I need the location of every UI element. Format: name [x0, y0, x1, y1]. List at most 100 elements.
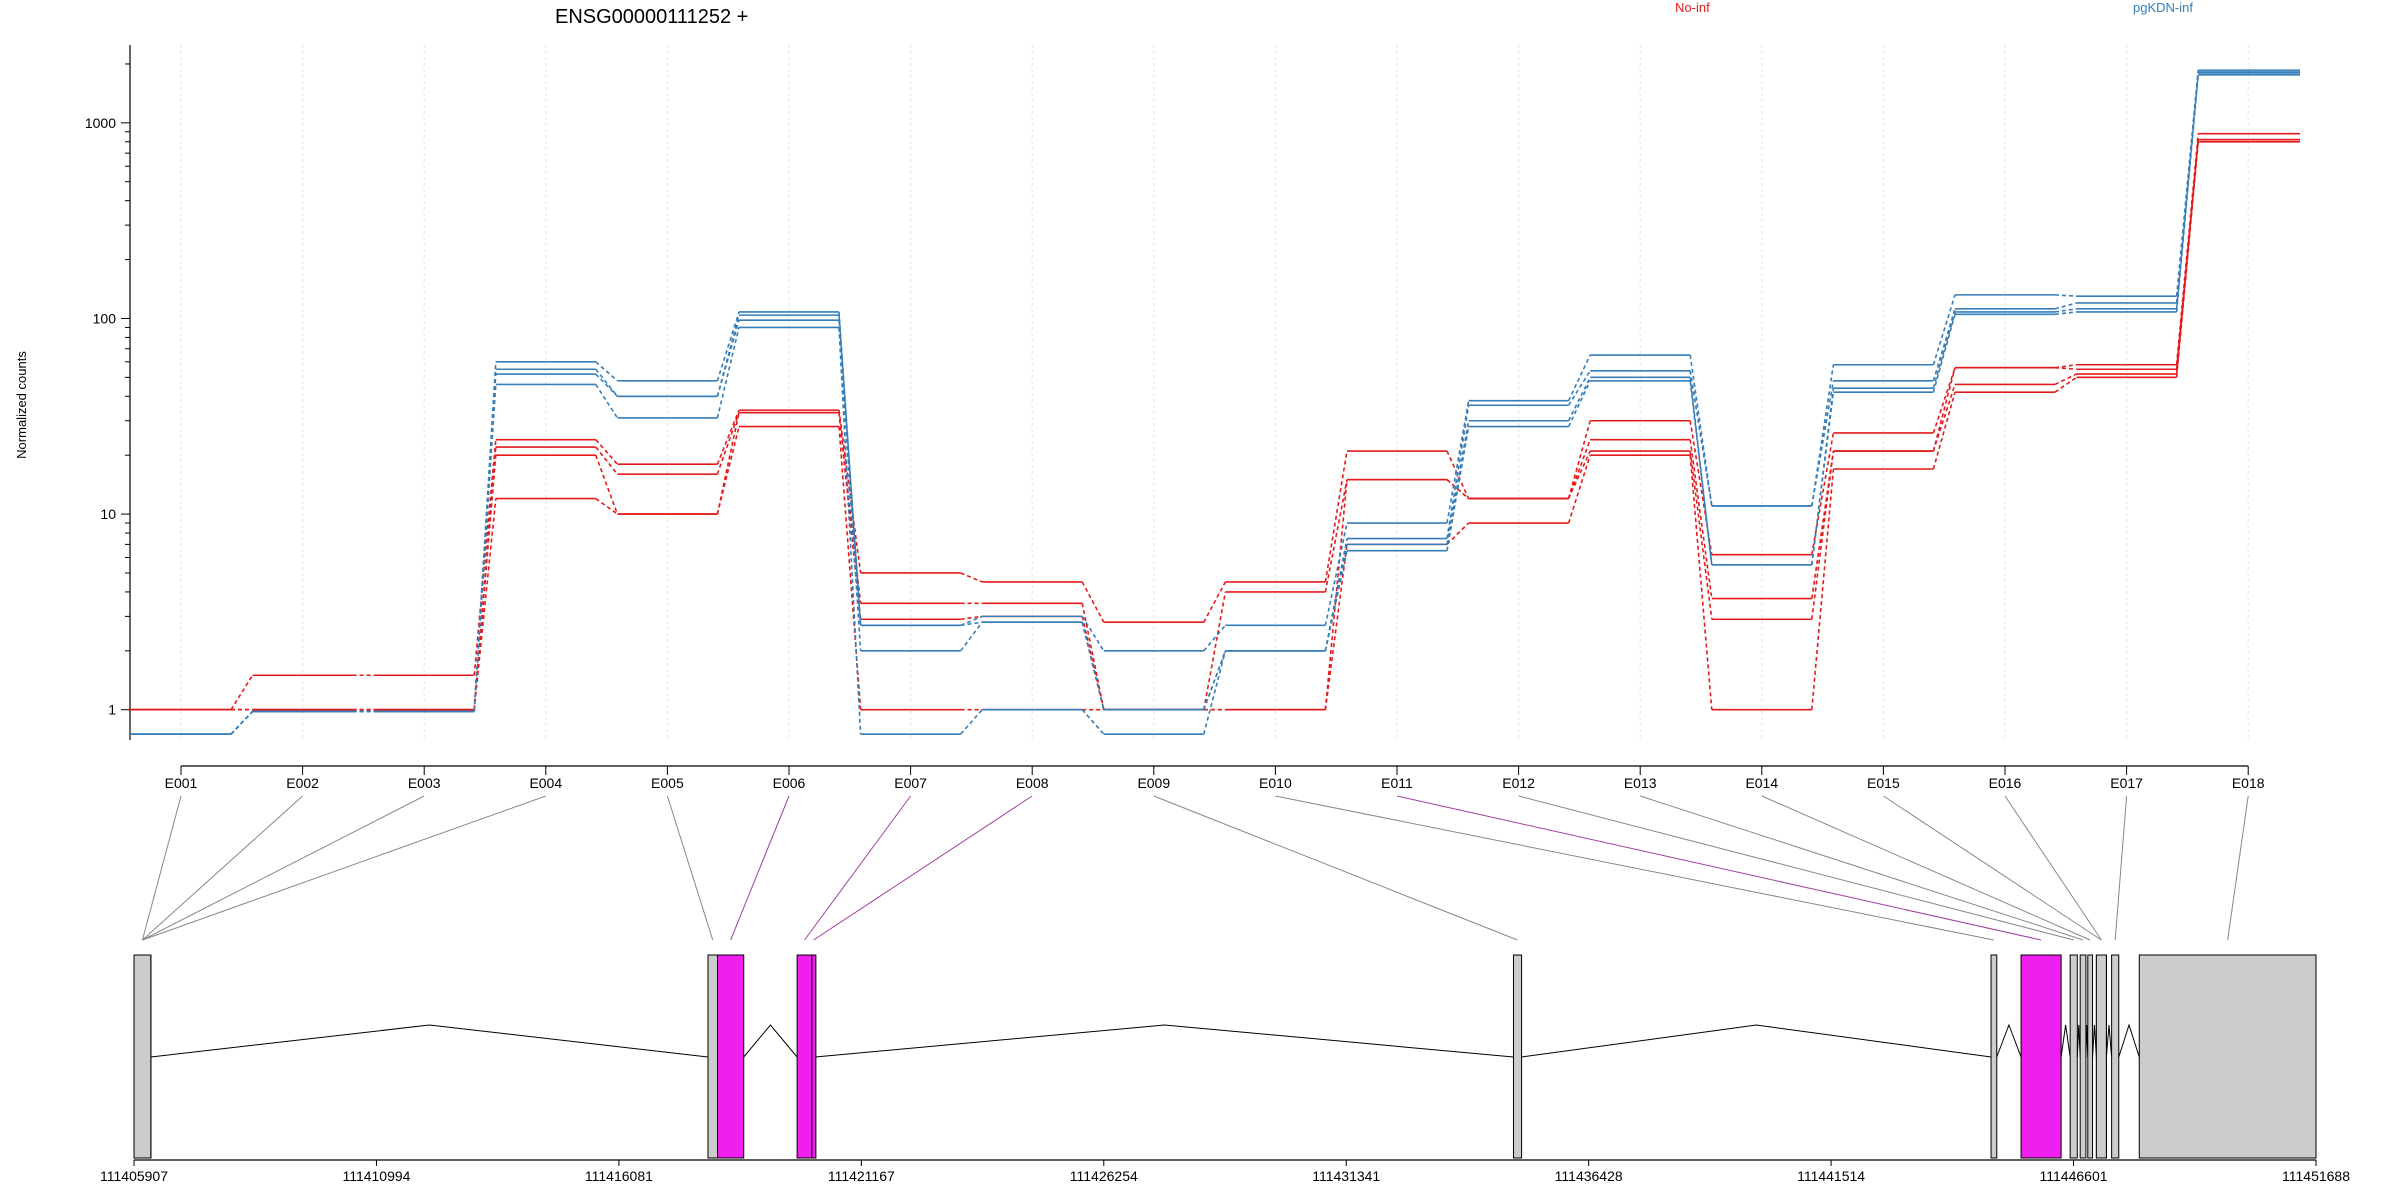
x-tick-label: E018: [2232, 775, 2265, 791]
exon-connector: [1153, 795, 1518, 941]
series-connector: [1203, 650, 1227, 710]
series-connector: [960, 615, 983, 627]
series-connector: [1689, 370, 1713, 507]
series-connector: [1811, 468, 1835, 710]
series-connector: [716, 314, 740, 397]
x-tick-label: E011: [1381, 775, 1413, 791]
axes: 1 10 100 1000 E001 E002 E003 E004 E005 E006 E007 E0…: [85, 45, 2265, 791]
series-connector: [960, 709, 983, 735]
genome-tick-label: 111410994: [342, 1168, 410, 1184]
exon-box-E010: [1990, 954, 1998, 1159]
exon-connector: [2004, 795, 2102, 941]
series-connector: [716, 327, 740, 419]
exon-box-E014: [2087, 954, 2094, 1159]
series-connector: [1324, 450, 1348, 583]
series-lines: [130, 69, 2300, 735]
series-connector: [2054, 376, 2078, 393]
series-connector: [595, 497, 618, 515]
exon-connector: [813, 795, 1033, 941]
series-connector: [959, 621, 983, 652]
exon-connector: [2114, 795, 2128, 941]
x-tick-label: E004: [529, 775, 562, 791]
genome-tick-label: 111431341: [1312, 1168, 1380, 1184]
series-connector: [1689, 380, 1713, 565]
series-connector: [2054, 373, 2077, 386]
series-connector: [1324, 479, 1348, 593]
x-tick-label: E007: [894, 775, 927, 791]
x-tick-label: E003: [408, 775, 441, 791]
genome-tick-label: 111436428: [1555, 1168, 1623, 1184]
series-connector: [1689, 439, 1713, 599]
series-connector: [1203, 591, 1227, 710]
series-pgKDN-inf: [130, 71, 2300, 735]
exon-connector: [804, 795, 912, 941]
series-connector: [1811, 450, 1835, 599]
series-pgKDN-inf: [130, 72, 2300, 735]
series-connector: [1567, 454, 1591, 524]
series-No-inf: [130, 132, 2300, 711]
series-connector: [1081, 622, 1105, 710]
y-tick-label: 10: [100, 506, 116, 522]
y-tick-label: 1: [108, 702, 116, 718]
chart-title: ENSG00000111252 +: [555, 6, 748, 28]
series-connector: [1446, 405, 1470, 539]
series-pgKDN-inf: [130, 74, 2300, 735]
exon-connector: [1640, 795, 2084, 941]
x-tick-label: E002: [286, 775, 319, 791]
x-tick-label: E015: [1867, 775, 1900, 791]
series-connector: [1446, 400, 1470, 524]
series-connector: [716, 412, 740, 475]
series-connector: [2054, 366, 2077, 371]
series-connector: [595, 439, 618, 465]
exon-box-E005: [707, 954, 719, 1159]
genome-tick-label: 111451688: [2282, 1168, 2350, 1184]
exon-connector: [142, 795, 303, 941]
exon-box-E004: [133, 954, 152, 1159]
intron-line: [1521, 1024, 1992, 1058]
series-connector: [1932, 391, 1956, 470]
series-connector: [1446, 450, 1470, 499]
series-connector: [2054, 308, 2077, 313]
series-connector: [473, 439, 497, 676]
exon-connector: [142, 795, 546, 941]
series-connector: [716, 426, 740, 515]
series-connector: [595, 368, 619, 397]
x-tick-label: E008: [1016, 775, 1049, 791]
y-axis-label: Normalized counts: [14, 351, 29, 459]
series-connector: [1324, 544, 1348, 710]
exon-connector: [730, 795, 790, 941]
series-connector: [838, 410, 862, 574]
intron-line: [1996, 1023, 2022, 1058]
x-tick-label: E013: [1624, 775, 1657, 791]
series-connector: [1932, 311, 1956, 389]
series-connector: [2175, 74, 2199, 312]
series-No-inf: [130, 138, 2300, 711]
genome-tick-label: 111446601: [2040, 1168, 2108, 1184]
genome-tick-label: 111405907: [100, 1168, 168, 1184]
gene-model: [133, 954, 2317, 1159]
x-tick-label: E005: [651, 775, 684, 791]
x-tick-label: E012: [1502, 775, 1535, 791]
x-tick-label: E016: [1989, 775, 2022, 791]
exon-connector: [1275, 795, 1995, 941]
intron-line: [150, 1024, 709, 1058]
series-connector: [230, 710, 254, 735]
exon-connector: [666, 795, 714, 941]
exon-box-E007: [796, 954, 813, 1159]
exon-connector: [141, 795, 182, 941]
series-connector: [1567, 450, 1591, 499]
grid-lines: [180, 45, 2249, 740]
series-connector: [1324, 550, 1348, 651]
series-connector: [1932, 384, 1956, 452]
exon-box-E006: [717, 954, 745, 1159]
series-connector: [2054, 294, 2077, 297]
series-connector: [960, 615, 983, 621]
series-connector: [1567, 376, 1591, 422]
genome-tick-label: 111416081: [585, 1168, 653, 1184]
series-connector: [1446, 420, 1470, 545]
series-connector: [473, 447, 497, 710]
series-connector: [838, 327, 862, 735]
series-No-inf: [130, 138, 2300, 711]
series-connector: [2054, 302, 2077, 310]
series-connector: [1689, 455, 1713, 710]
